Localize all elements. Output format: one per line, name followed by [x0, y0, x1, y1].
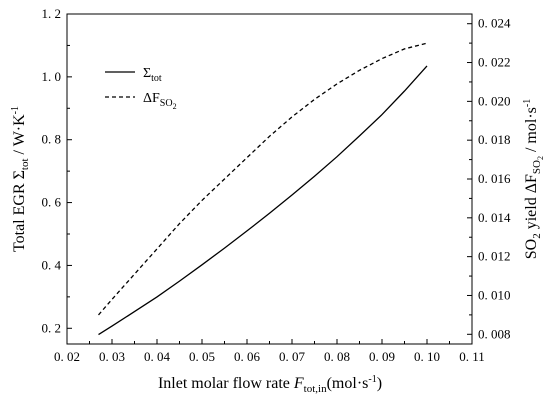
series-group [98, 42, 428, 336]
x-axis: 0. 02 0. 03 0. 04 0. 05 0. 06 0. 07 0. 08 0. 09… [54, 339, 485, 364]
left-y-tick-label: 1. 2 [42, 6, 62, 21]
right-y-tick-label: 0. 016 [478, 171, 511, 186]
left-y-axis-title: Total EGR Σtot / W·K-1 [10, 106, 31, 252]
right-y-axis-title: SO2 yield ΔFSO2 / mol·s-1 [522, 99, 545, 259]
series-line-sigma-tot [98, 65, 428, 336]
left-y-tick-label: 0. 6 [42, 195, 62, 210]
right-y-tick-label: 0. 022 [478, 55, 511, 70]
left-y-axis: 0. 2 0. 4 0. 6 0. 8 1. 0 1. 2 [42, 6, 72, 335]
x-tick-label: 0. 06 [234, 349, 261, 364]
legend-label-sigma: Σtot [143, 66, 162, 84]
x-tick-label: 0. 02 [54, 349, 80, 364]
right-y-tick-label: 0. 008 [478, 326, 511, 341]
right-y-tick-label: 0. 020 [478, 93, 511, 108]
series-line-deltaf-so2 [98, 42, 428, 316]
left-y-tick-label: 0. 2 [42, 320, 62, 335]
left-y-tick-label: 0. 4 [42, 257, 62, 272]
plot-frame [66, 13, 473, 345]
x-tick-label: 0. 07 [279, 349, 306, 364]
x-tick-label: 0. 03 [99, 349, 125, 364]
right-y-tick-label: 0. 010 [478, 287, 511, 302]
legend-label-deltaf: ΔFSO2 [143, 91, 177, 111]
x-tick-label: 0. 10 [414, 349, 440, 364]
right-y-axis: 0. 008 0. 010 0. 012 0. 014 0. 016 0. 018 0. 0… [467, 16, 511, 341]
right-y-tick-label: 0. 012 [478, 249, 511, 264]
x-tick-label: 0. 09 [369, 349, 395, 364]
left-y-tick-label: 0. 8 [42, 132, 62, 147]
x-axis-title: Inlet molar flow rate Ftot,in(mol·s-1) [158, 374, 382, 395]
x-tick-label: 0. 08 [324, 349, 350, 364]
legend: Σtot ΔFSO2 [105, 66, 177, 111]
x-tick-label: 0. 05 [189, 349, 215, 364]
right-y-tick-label: 0. 018 [478, 132, 511, 147]
right-y-tick-label: 0. 014 [478, 210, 511, 225]
right-y-tick-label: 0. 024 [478, 16, 511, 31]
x-tick-label: 0. 04 [144, 349, 171, 364]
left-y-tick-label: 1. 0 [42, 69, 62, 84]
x-tick-label: 0. 11 [459, 349, 485, 364]
